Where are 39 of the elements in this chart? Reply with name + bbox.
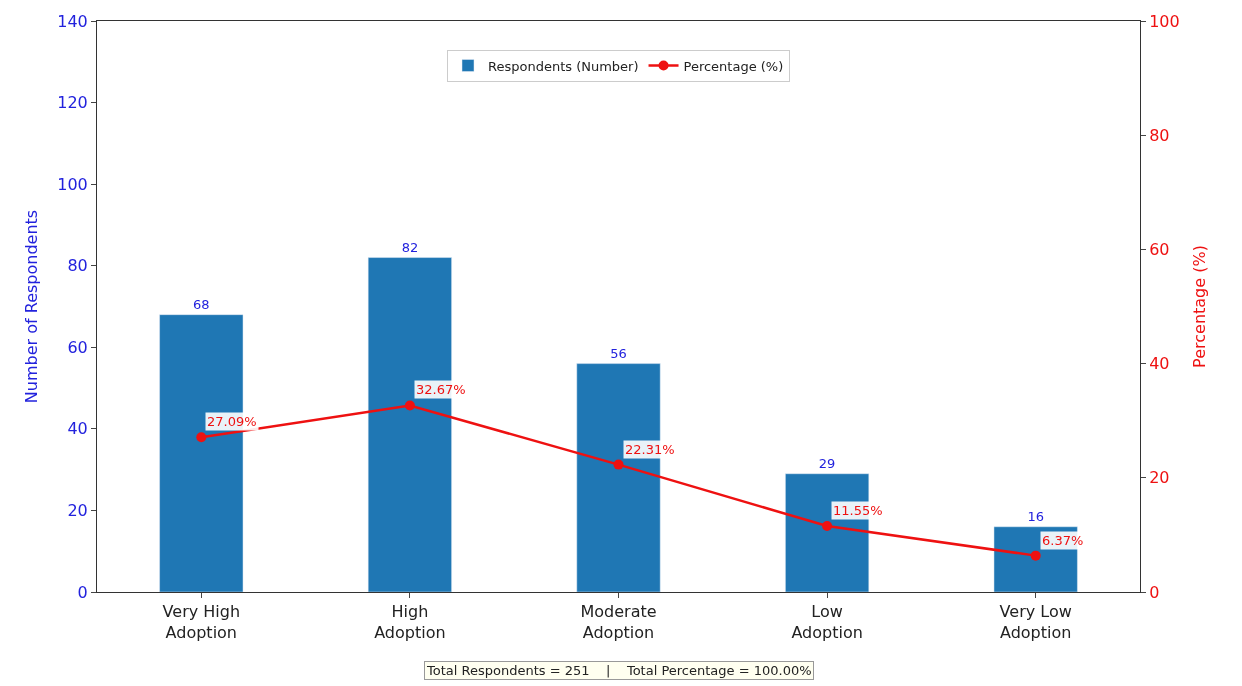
text: Total Respondents = 251 | Total Percentage = 100.00% — [426, 663, 812, 678]
x-tick-label: Moderate Adoption — [580, 602, 657, 642]
point — [1030, 550, 1041, 561]
point — [613, 459, 624, 470]
y-tick-label: 40 — [67, 419, 88, 439]
y-axis-title: Number of Respondents — [22, 209, 42, 404]
x-tick-label: High Adoption — [374, 602, 446, 642]
y-tick-label: 120 — [57, 93, 88, 113]
data-label: 11.55% — [833, 503, 883, 518]
y2-tick-label: 100 — [1149, 11, 1180, 31]
y-tick-label: 80 — [67, 256, 88, 276]
y-tick-label: 140 — [57, 11, 88, 31]
legend-label: Respondents (Number) — [488, 58, 639, 74]
y2-tick-label: 20 — [1149, 468, 1170, 488]
point — [822, 521, 833, 532]
legend-label: Percentage (%) — [683, 58, 784, 74]
data-label: 68 — [193, 296, 210, 312]
y2-axis-title: Percentage (%) — [1190, 245, 1210, 368]
data-label: 56 — [610, 345, 627, 361]
x-tick-label: Very High Adoption — [162, 602, 241, 642]
y-tick-label: 0 — [77, 582, 88, 602]
data-label: 27.09% — [207, 414, 257, 429]
y2-tick-label: 60 — [1149, 240, 1170, 259]
data-label: 22.31% — [625, 442, 675, 457]
data-label: 16 — [1027, 508, 1044, 524]
data-label: 32.67% — [416, 382, 466, 397]
point — [196, 432, 207, 443]
y2-tick-label: 0 — [1149, 582, 1160, 602]
point — [404, 400, 415, 411]
data-label: 29 — [818, 455, 836, 471]
y-tick-label: 100 — [57, 174, 88, 194]
y2-tick-label: 40 — [1149, 354, 1170, 374]
data-label: 82 — [401, 239, 419, 255]
x-tick-label: Very Low Adoption — [999, 602, 1072, 642]
y2-tick-label: 80 — [1149, 125, 1170, 145]
y-tick-label: 60 — [67, 337, 88, 357]
y-tick-label: 20 — [67, 501, 88, 521]
x-tick-label: Low Adoption — [791, 602, 863, 642]
data-label: 6.37% — [1042, 533, 1084, 548]
